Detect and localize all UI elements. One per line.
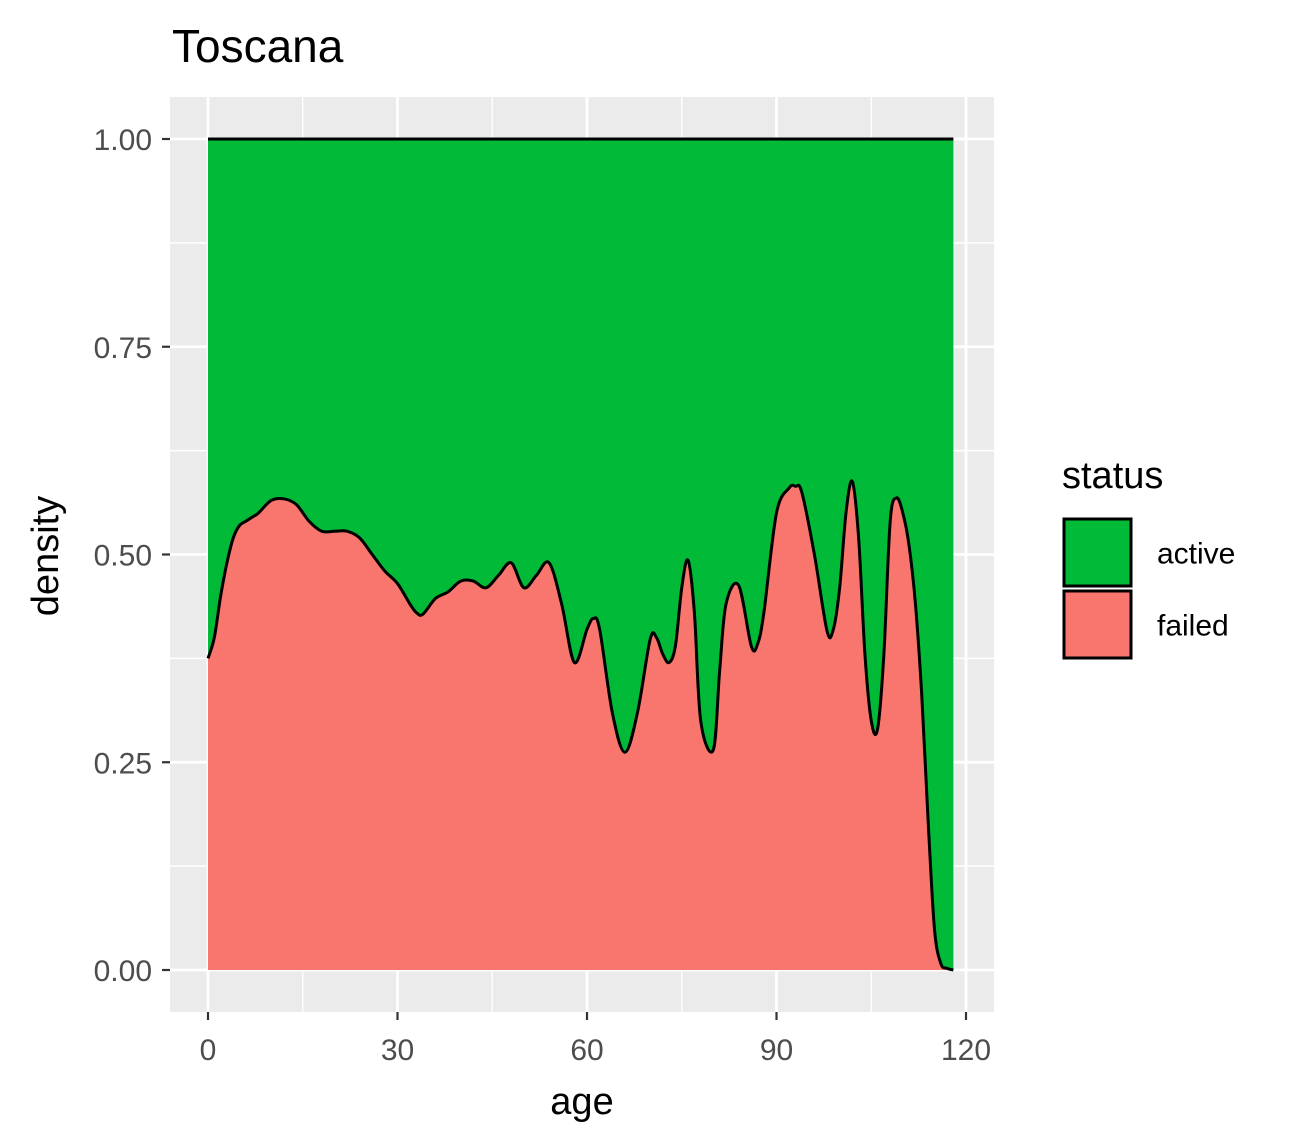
y-tick-label: 0.00 xyxy=(94,955,152,988)
x-tick-label: 120 xyxy=(941,1034,991,1067)
chart-title: Toscana xyxy=(172,20,344,72)
x-axis-title: age xyxy=(550,1081,613,1123)
y-tick-label: 0.25 xyxy=(94,747,152,780)
y-axis-title: density xyxy=(25,496,67,616)
legend-label-failed: failed xyxy=(1157,610,1229,643)
axis-ticks: 0 30 60 90 120 0.00 0.25 0.50 0.75 1.00 xyxy=(94,124,991,1067)
legend-title: status xyxy=(1062,455,1163,497)
area-failed xyxy=(208,480,954,970)
density-areas xyxy=(206,137,954,972)
x-tick-label: 90 xyxy=(760,1034,793,1067)
x-tick-label: 0 xyxy=(200,1034,217,1067)
x-tick-label: 30 xyxy=(381,1034,414,1067)
x-tick-label: 60 xyxy=(570,1034,603,1067)
y-tick-label: 1.00 xyxy=(94,124,152,157)
legend: status active failed xyxy=(1062,455,1235,660)
failed-outline xyxy=(206,479,954,972)
legend-key-active xyxy=(1062,517,1133,588)
legend-key-failed xyxy=(1062,589,1133,660)
y-tick-label: 0.50 xyxy=(94,540,152,573)
y-tick-label: 0.75 xyxy=(94,332,152,365)
legend-label-active: active xyxy=(1157,538,1235,571)
